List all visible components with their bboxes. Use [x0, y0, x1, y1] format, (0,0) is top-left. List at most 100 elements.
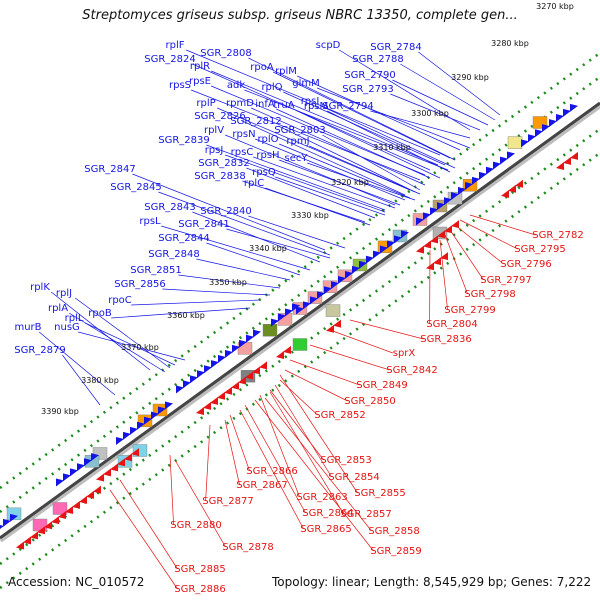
leader-rplF [186, 49, 441, 156]
gene-label-SGR_2879: SGR_2879 [14, 345, 66, 356]
gene-label-rpsQ: rpsQ [252, 167, 276, 178]
gene-label-SGR_2857: SGR_2857 [340, 509, 392, 520]
gene-arrow-32 [366, 255, 374, 264]
gene-arrow-116 [276, 351, 284, 359]
gene-label-SGR_2858: SGR_2858 [368, 526, 420, 537]
kbp-tick-label-1: 3280 kbp [491, 39, 529, 48]
kbp-tick-label-3: 3300 kbp [411, 109, 449, 118]
gene-arrow-93 [117, 458, 125, 467]
gene-arrow-51 [239, 339, 247, 348]
gene-arrow-86 [238, 376, 246, 385]
leader-SGR_2853 [269, 389, 324, 461]
gene-label-rplO: rplO [257, 134, 278, 145]
leader-rpoB [111, 307, 251, 319]
gene-arrow-117 [283, 345, 291, 354]
gene-label-SGR_2788: SGR_2788 [352, 54, 404, 65]
gene-arrow-9 [423, 212, 431, 221]
gene-arrow-83 [217, 391, 225, 400]
gene-arrow-114 [326, 324, 334, 333]
gene-label-rplF: rplF [166, 40, 185, 51]
gene-label-rplC: rplC [244, 178, 264, 189]
kbp-tick-label-8: 3350 kbp [209, 278, 247, 287]
gene-label-rpsE: rpsE [189, 76, 211, 87]
gene-arrow-0 [521, 139, 529, 148]
gene-arrow-71 [501, 189, 509, 198]
leader-rpsJ [225, 154, 386, 213]
gene-arrow-100 [44, 521, 52, 530]
gene-arrow-28 [338, 276, 346, 285]
gene-label-adk: adk [227, 80, 245, 91]
gene-arrow-22 [296, 306, 304, 315]
kbp-tick-label-12: 3390 kbp [41, 407, 79, 416]
leader-rpmD [251, 107, 426, 186]
gene-arrow-47 [211, 360, 219, 369]
gene-arrow-5 [556, 114, 564, 122]
gene-label-SGR_2840: SGR_2840 [200, 206, 252, 217]
gene-arrow-23 [303, 301, 311, 310]
gene-arrow-91 [103, 468, 111, 477]
leader-SGR_2857 [269, 391, 344, 515]
leader-infA [276, 108, 431, 179]
gene-arrow-81 [203, 401, 211, 410]
track-guides [0, 51, 600, 590]
gene-label-SGR_2886: SGR_2886 [174, 584, 226, 595]
leader-rplL [85, 322, 176, 366]
gene-arrow-58 [144, 416, 152, 425]
gene-arrow-19 [493, 161, 501, 170]
gene-arrow-30 [352, 265, 360, 274]
leader-SGR_2782 [469, 214, 536, 236]
leader-SGR_2797 [449, 229, 484, 281]
leader-SGR_2790 [392, 79, 489, 126]
leader-scpD [339, 49, 471, 131]
leader-rpsH [279, 159, 401, 206]
kbp-ticks: 3270 kbp 3280 kbp 3290 kbp 3300 kbp 3310 kbp… [41, 2, 574, 416]
gene-arrow-54 [116, 437, 124, 445]
gene-arrow-66 [84, 458, 92, 467]
kbp-tick-label-10: 3370 kbp [121, 343, 159, 352]
leader-glmM [317, 87, 471, 149]
gene-arrow-92 [110, 463, 118, 472]
gene-arrow-108 [556, 162, 564, 170]
gene-arrow-94 [124, 453, 132, 462]
feature-block-25 [52, 502, 68, 515]
gene-label-SGR_2842: SGR_2842 [386, 365, 438, 376]
leader-SGR_2879 [62, 354, 101, 406]
leader-SGR_2859 [254, 399, 374, 552]
gene-label-rplL: rplL [65, 313, 84, 324]
gene-arrow-106 [86, 490, 94, 499]
gene-label-scpD: scpD [316, 40, 341, 51]
gene-label-rplQ: rplQ [261, 82, 282, 93]
leader-rplR [211, 70, 439, 166]
gene-label-nusG: nusG [54, 322, 80, 333]
gene-label-rpoB: rpoB [88, 308, 112, 319]
leader-SGR_2878 [174, 459, 226, 548]
gene-label-SGR_2824: SGR_2824 [144, 54, 196, 65]
gene-label-SGR_2799: SGR_2799 [444, 305, 496, 316]
gene-arrow-89 [259, 361, 267, 370]
gene-arrow-63 [63, 473, 71, 482]
gene-arrow-3 [542, 124, 550, 133]
gene-arrow-39 [278, 313, 286, 322]
gene-label-infA: infA [255, 99, 275, 110]
gene-label-SGR_2796: SGR_2796 [500, 259, 552, 270]
leader-SGR_2842 [309, 344, 390, 371]
feature-block-12 [262, 324, 278, 337]
gene-label-truA: truA [273, 100, 294, 111]
gene-arrow-82 [210, 396, 218, 405]
leader-SGR_2877 [205, 424, 211, 502]
gene-arrow-13 [451, 192, 459, 201]
gene-arrow-15 [465, 181, 473, 190]
gene-arrow-84 [224, 386, 232, 395]
leader-rpsE [211, 85, 426, 176]
gene-label-SGR_2859: SGR_2859 [370, 546, 422, 557]
dots-upper-inner [0, 75, 600, 514]
gene-arrow-53 [253, 329, 261, 338]
leader-SGR_2784 [418, 51, 501, 116]
gene-arrow-10 [430, 207, 438, 216]
gene-arrow-88 [252, 366, 260, 375]
leader-rpoA [273, 71, 451, 159]
gene-arrow-105 [79, 495, 87, 504]
gene-arrow-18 [486, 166, 494, 175]
leader-adk [244, 89, 449, 171]
gene-arrow-35 [387, 240, 395, 249]
